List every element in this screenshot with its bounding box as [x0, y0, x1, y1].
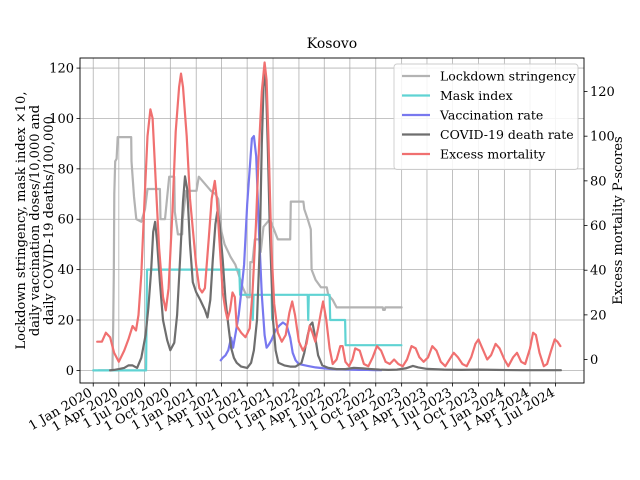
y-axis-label-left-line: daily vaccination doses/10,000 and: [28, 105, 43, 336]
y-tick-label-left: 0: [66, 364, 74, 379]
chart-title: Kosovo: [307, 36, 357, 52]
series-line-covid-19-death-rate: [108, 71, 563, 372]
plot-frame: [79, 57, 585, 384]
y-axis-label-left: Lockdown stringency, mask index ×10,dail…: [14, 92, 57, 350]
series-line-lockdown-stringency: [97, 136, 403, 372]
legend-label: COVID-19 death rate: [440, 127, 574, 142]
y-tick-label-right: 40: [590, 264, 607, 279]
legend: Lockdown stringency Mask index Vaccination…: [393, 63, 579, 170]
y-tick-label-left: 40: [57, 263, 74, 278]
y-tick-label-left: 120: [49, 62, 74, 77]
legend-label: Vaccination rate: [439, 108, 543, 123]
series-line-excess-mortality: [96, 61, 562, 368]
legend-label: Lockdown stringency: [440, 69, 577, 84]
series-lines: [92, 61, 563, 372]
y-tick-label-left: 80: [57, 162, 74, 177]
y-tick-label-left: 60: [57, 213, 74, 228]
legend-label: Excess mortality: [440, 147, 546, 162]
y-tick-label-right: 60: [590, 219, 607, 234]
y-tick-label-right: 120: [590, 85, 615, 100]
legend-box: [393, 63, 579, 170]
y-tick-label-left: 20: [57, 314, 74, 329]
y-axis-label-left-line: Lockdown stringency, mask index ×10,: [14, 92, 29, 350]
grid: [80, 58, 584, 383]
y-tick-label-left: 100: [49, 112, 74, 127]
y-axis-label-left-line: daily COVID-19 deaths/100,000: [42, 116, 57, 325]
y-tick-label-right: 100: [590, 130, 615, 145]
y-tick-label-right: 80: [590, 174, 607, 189]
y-tick-label-right: 20: [590, 308, 607, 323]
legend-label: Mask index: [440, 88, 513, 103]
y-axis-label-right: Excess mortality P-scores: [611, 136, 626, 304]
y-tick-label-right: 0: [590, 353, 598, 368]
